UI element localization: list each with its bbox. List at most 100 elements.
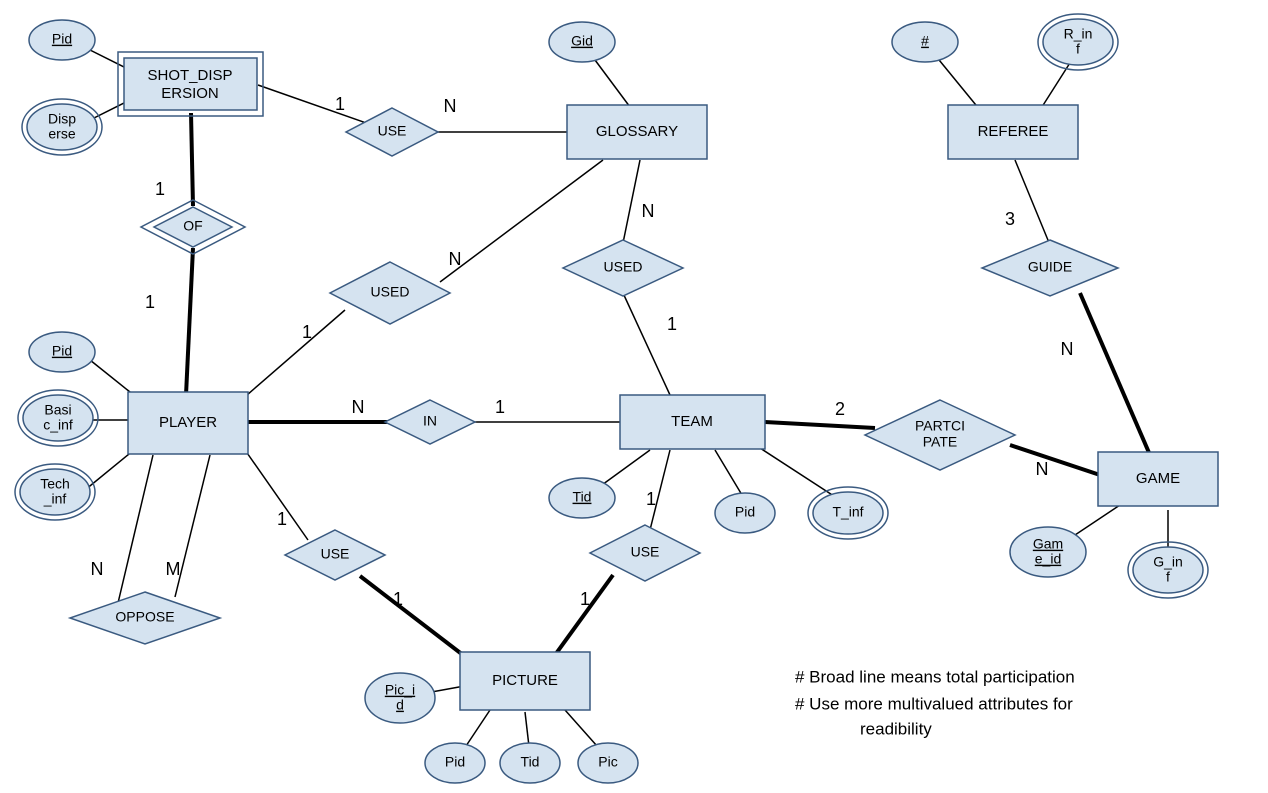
svg-text:d: d xyxy=(396,697,404,713)
svg-text:#: # xyxy=(921,33,929,49)
card-sd-use: 1 xyxy=(335,94,345,114)
card-tm-used2: 1 xyxy=(667,314,677,334)
note-line3: readibility xyxy=(860,719,932,738)
entity-team: TEAM xyxy=(620,395,765,449)
svg-text:Tid: Tid xyxy=(521,754,540,770)
note-line1: # Broad line means total participation xyxy=(795,667,1075,686)
edge-used2-tm xyxy=(623,293,670,395)
svg-text:e_id: e_id xyxy=(1035,551,1061,567)
entity-referee: REFEREE xyxy=(948,105,1078,159)
attr-tm-tinf: T_inf xyxy=(808,487,888,539)
svg-text:GAME: GAME xyxy=(1136,470,1180,487)
svg-text:TEAM: TEAM xyxy=(671,413,713,430)
svg-text:Pid: Pid xyxy=(52,31,72,47)
attr-gm-gameid: Gam e_id xyxy=(1010,527,1086,577)
rel-used-pl-gl: USED xyxy=(330,262,450,324)
edge-of-pl xyxy=(186,248,193,395)
rel-in: IN xyxy=(385,400,475,444)
entity-game: GAME xyxy=(1098,452,1218,506)
edge-gl-gid xyxy=(595,60,630,107)
rel-of: OF xyxy=(141,200,245,254)
svg-text:Pic: Pic xyxy=(598,754,617,770)
svg-text:G_in: G_in xyxy=(1153,554,1183,570)
entity-shot-dispersion: SHOT_DISP ERSION xyxy=(118,52,263,116)
edge-pl-used1 xyxy=(247,310,345,395)
svg-text:Gam: Gam xyxy=(1033,536,1063,552)
card-pl-opp-m: M xyxy=(166,559,181,579)
svg-text:ERSION: ERSION xyxy=(161,85,219,102)
svg-text:Tid: Tid xyxy=(573,489,592,505)
svg-text:USED: USED xyxy=(371,284,410,300)
svg-text:Pid: Pid xyxy=(735,504,755,520)
edge-ref-guide xyxy=(1015,160,1050,245)
svg-text:USE: USE xyxy=(631,544,660,560)
edge-ref-num xyxy=(935,55,980,110)
card-gm-part: N xyxy=(1036,459,1049,479)
card-pl-in: N xyxy=(352,397,365,417)
svg-text:IN: IN xyxy=(423,413,437,429)
rel-used-gl-tm: USED xyxy=(563,240,683,296)
attr-gm-ginf: G_in f xyxy=(1128,542,1208,598)
entity-player: PLAYER xyxy=(128,392,248,454)
attr-pic-pic: Pic xyxy=(578,743,638,783)
svg-text:Pid: Pid xyxy=(52,343,72,359)
attr-pl-tech: Tech _inf xyxy=(15,464,95,520)
attr-pl-basic: Basi c_inf xyxy=(18,390,98,446)
card-gl-used2: N xyxy=(642,201,655,221)
rel-oppose: OPPOSE xyxy=(70,592,220,644)
svg-text:Pic_i: Pic_i xyxy=(385,682,415,698)
attr-tm-tid: Tid xyxy=(549,478,615,518)
attr-gl-gid: Gid xyxy=(549,22,615,62)
attr-pic-picid: Pic_i d xyxy=(365,673,435,723)
attr-pl-pid: Pid xyxy=(29,332,95,372)
note-line2: # Use more multivalued attributes for xyxy=(795,694,1073,713)
edge-pl-opp-n xyxy=(118,455,153,603)
svg-text:GLOSSARY: GLOSSARY xyxy=(596,123,678,140)
svg-text:REFEREE: REFEREE xyxy=(978,123,1049,140)
edge-part-gm xyxy=(1010,445,1100,475)
rel-use-pl-pic: USE xyxy=(285,530,385,580)
edge-tm-tinf xyxy=(760,448,840,500)
svg-text:f: f xyxy=(1166,569,1170,585)
card-pl-of: 1 xyxy=(145,292,155,312)
card-sd-of: 1 xyxy=(155,179,165,199)
svg-text:Tech: Tech xyxy=(40,476,70,492)
svg-text:PLAYER: PLAYER xyxy=(159,414,217,431)
svg-text:PICTURE: PICTURE xyxy=(492,672,558,689)
rel-guide: GUIDE xyxy=(982,240,1118,296)
attr-pic-pid: Pid xyxy=(425,743,485,783)
svg-text:USED: USED xyxy=(604,259,643,275)
svg-text:GUIDE: GUIDE xyxy=(1028,259,1072,275)
card-tm-part: 2 xyxy=(835,399,845,419)
card-pl-use2: 1 xyxy=(277,509,287,529)
card-tm-use3: 1 xyxy=(646,489,656,509)
card-pic-use2: 1 xyxy=(393,589,403,609)
svg-text:c_inf: c_inf xyxy=(43,417,73,433)
svg-text:T_inf: T_inf xyxy=(832,504,863,520)
edge-gl-used2 xyxy=(623,160,640,243)
edge-sd-of xyxy=(191,113,193,206)
attr-pic-tid: Tid xyxy=(500,743,560,783)
card-gm-guide: N xyxy=(1061,339,1074,359)
edge-guide-gm xyxy=(1080,293,1150,455)
svg-text:Basi: Basi xyxy=(44,402,71,418)
rel-participate: PARTCI PATE xyxy=(865,400,1015,470)
svg-text:f: f xyxy=(1076,41,1080,57)
attr-ref-num: # xyxy=(892,22,958,62)
card-pic-use3: 1 xyxy=(580,589,590,609)
card-pl-used1: 1 xyxy=(302,322,312,342)
svg-text:USE: USE xyxy=(378,123,407,139)
entity-picture: PICTURE xyxy=(460,652,590,710)
svg-text:SHOT_DISP: SHOT_DISP xyxy=(147,67,232,84)
rel-use-sd-gl: USE xyxy=(346,108,438,156)
svg-text:PARTCI: PARTCI xyxy=(915,418,965,434)
edge-use2-pic xyxy=(360,576,463,655)
svg-text:Disp: Disp xyxy=(48,111,76,127)
card-ref-guide: 3 xyxy=(1005,209,1015,229)
attr-sd-disperse: Disp erse xyxy=(22,99,102,155)
svg-text:OF: OF xyxy=(183,218,202,234)
edge-use3-pic xyxy=(555,575,613,655)
rel-use-tm-pic: USE xyxy=(590,525,700,581)
svg-text:USE: USE xyxy=(321,546,350,562)
edge-tm-part xyxy=(765,422,875,428)
